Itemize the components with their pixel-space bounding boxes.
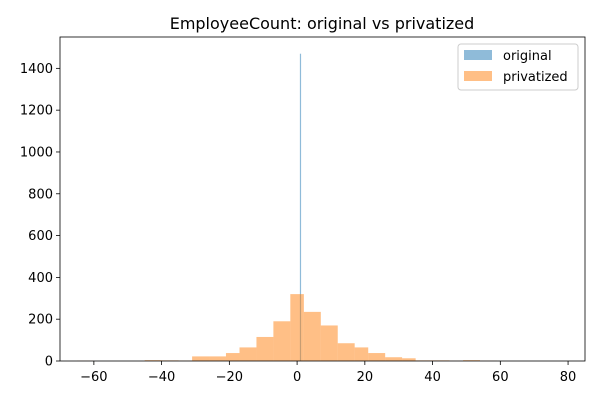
y-tick-label: 1000 [20,145,53,160]
privatized-bar [273,321,291,361]
x-tick-label: −40 [148,370,175,385]
y-tick-label: 200 [28,313,53,328]
privatized-bar [368,353,386,361]
x-tick-label: 60 [492,370,509,385]
privatized-bar [320,325,338,361]
x-tick-label: 40 [424,370,441,385]
privatized-bar [303,311,321,361]
original-legend-swatch [464,50,492,60]
privatized-bar [144,360,162,361]
y-tick-label: 800 [28,187,53,202]
privatized-bar [256,336,274,361]
privatized-bar [290,294,304,361]
x-tick-label: −60 [80,370,107,385]
x-tick-label: −20 [216,370,243,385]
privatized-bar [463,360,480,361]
privatized-bar [337,343,355,361]
y-tick-label: 600 [28,229,53,244]
x-tick-label: 20 [357,370,374,385]
axes-layer: −60 −40 −20 0 20 40 60 800200400600800100012001… [20,36,586,385]
privatized-legend-swatch [464,71,492,81]
privatized-bar [385,357,403,361]
y-tick-label: 0 [45,355,53,370]
original-bar [299,53,302,361]
privatized-bar [239,347,257,361]
y-tick-label: 1200 [20,104,53,119]
x-tick-label: 0 [293,370,301,385]
privatized-bar [402,358,416,361]
plot-frame [59,36,586,362]
y-tick-label: 400 [28,271,53,286]
chart-title: EmployeeCount: original vs privatized [170,14,475,33]
privatized-bar [354,347,369,361]
legend: original privatized [457,43,579,91]
privatized-bar [225,353,240,361]
privatized-legend-label: privatized [503,70,568,85]
bars-layer [76,53,497,361]
x-tick-label: 80 [560,370,577,385]
privatized-bar [209,356,226,361]
original-legend-label: original [503,49,552,64]
y-tick-label: 1400 [20,62,53,77]
privatized-bar [192,356,210,361]
